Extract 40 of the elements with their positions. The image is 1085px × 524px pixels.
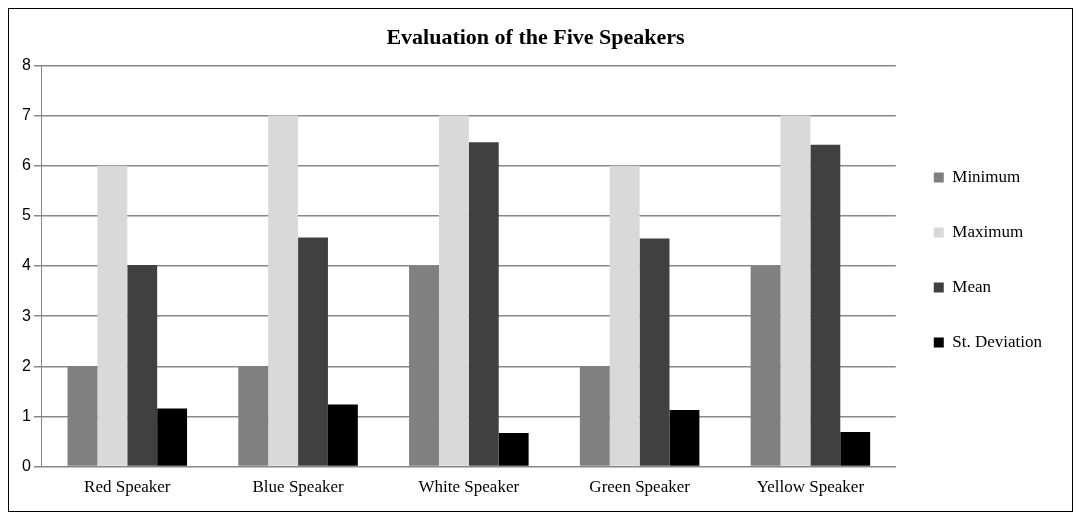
bar bbox=[609, 165, 640, 466]
bar bbox=[409, 266, 439, 466]
legend-label: St. Deviation bbox=[952, 331, 1043, 351]
y-tick-label: 4 bbox=[21, 256, 31, 274]
bar bbox=[669, 409, 700, 466]
bar bbox=[238, 366, 269, 466]
x-tick-label: Yellow Speaker bbox=[756, 477, 865, 497]
bar bbox=[468, 142, 499, 466]
legend-label: Maximum bbox=[952, 221, 1024, 241]
y-tick-label: 3 bbox=[21, 306, 31, 324]
bar bbox=[810, 144, 841, 466]
chart-frame: Minimum Maximum Mean St. Deviation Evaluation of the Five Speakers Red Speaker Blue Speaker White Speaker Green Speaker Yellow Speaker 0 1 2 3 4 5 6 7 8 bbox=[8, 8, 1073, 512]
bar bbox=[840, 432, 871, 466]
bar bbox=[750, 266, 781, 466]
x-tick-label: White Speaker bbox=[418, 477, 520, 497]
y-tick-label: 2 bbox=[21, 356, 31, 374]
bar bbox=[780, 115, 811, 466]
legend-label: Minimum bbox=[952, 166, 1021, 186]
bar bbox=[579, 366, 610, 466]
bar bbox=[639, 238, 670, 466]
bar bbox=[498, 433, 529, 466]
legend-label: Mean bbox=[952, 276, 992, 296]
y-tick-label: 6 bbox=[21, 156, 31, 174]
y-tick-label: 0 bbox=[21, 457, 31, 475]
bar bbox=[268, 115, 299, 466]
bar bbox=[97, 165, 128, 466]
x-tick-label: Blue Speaker bbox=[252, 477, 344, 497]
chart-title: Evaluation of the Five Speakers bbox=[386, 23, 686, 49]
bar bbox=[67, 366, 98, 466]
bar bbox=[298, 237, 328, 466]
x-tick-label: Green Speaker bbox=[589, 477, 691, 497]
y-tick-label: 1 bbox=[21, 406, 31, 424]
y-tick-label: 8 bbox=[21, 55, 31, 73]
bar bbox=[327, 404, 358, 466]
y-tick-label: 7 bbox=[21, 105, 31, 123]
bar bbox=[438, 115, 469, 466]
bar bbox=[127, 265, 158, 466]
x-tick-label: Red Speaker bbox=[84, 477, 171, 497]
bar bbox=[157, 408, 188, 466]
y-tick-label: 5 bbox=[21, 206, 31, 224]
